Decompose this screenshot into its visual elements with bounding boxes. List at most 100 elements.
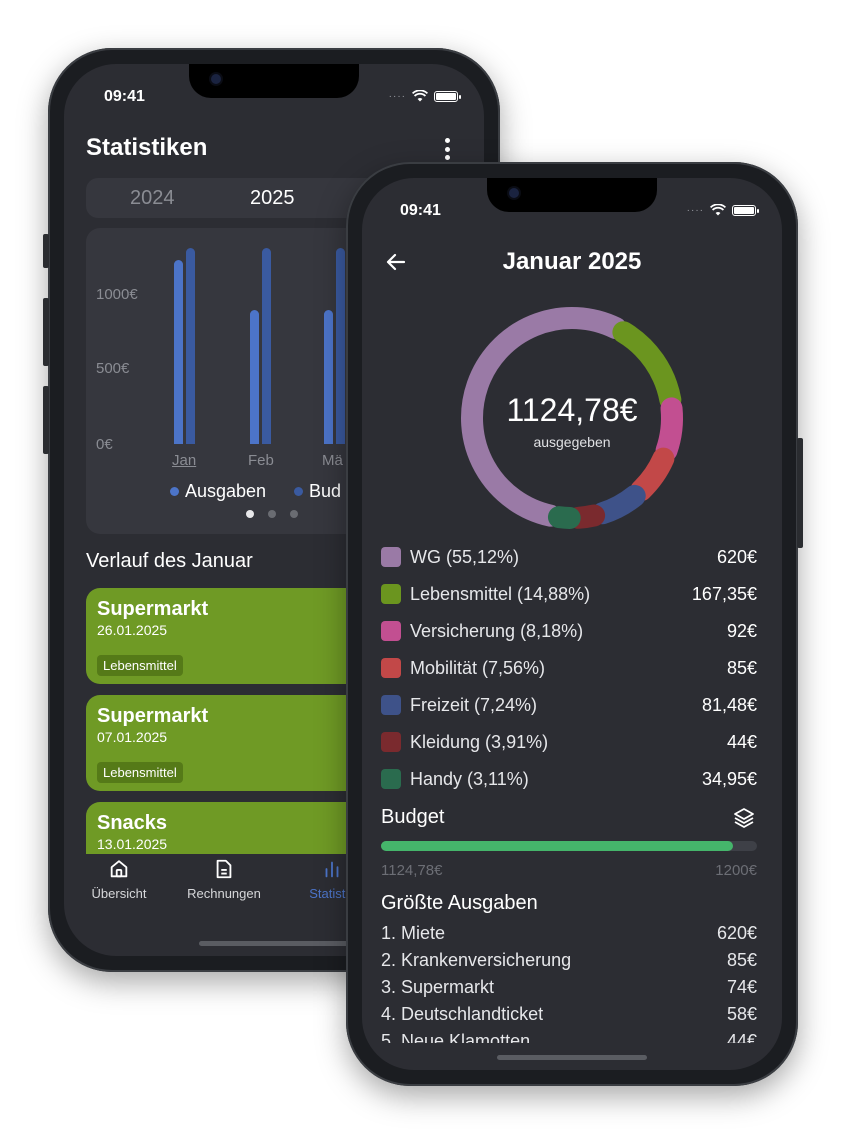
legend-label: Ausgaben	[185, 481, 267, 501]
category-row[interactable]: Lebensmittel (14,88%) 167,35€	[381, 581, 757, 607]
legend-expenses: Ausgaben	[170, 481, 266, 502]
category-swatch	[381, 658, 401, 678]
category-tag: Lebensmittel	[97, 762, 183, 783]
bar-mä-ausgaben[interactable]	[324, 310, 333, 444]
volume-up-button	[43, 298, 49, 366]
top-expense-row[interactable]: 2. Krankenversicherung 85€	[381, 950, 757, 971]
legend-dot	[170, 487, 179, 496]
category-amount: 167,35€	[691, 583, 757, 604]
nav-statistics[interactable]: Statistik	[282, 858, 382, 901]
legend-dot	[294, 487, 303, 496]
top-expenses-title: Größte Ausgaben	[381, 892, 538, 914]
category-row[interactable]: Versicherung (8,18%) 92€	[381, 618, 757, 644]
signal-icon: ····	[388, 90, 406, 102]
more-menu-icon[interactable]	[444, 138, 450, 160]
bar-jan-ausgaben[interactable]	[174, 260, 183, 444]
budget-progress-bar	[381, 841, 757, 851]
nav-label: Statistik	[309, 886, 355, 901]
category-row[interactable]: Kleidung (3,91%) 44€	[381, 729, 757, 755]
legend-label: Bud	[309, 481, 342, 501]
donut-segment-0[interactable]	[461, 307, 627, 527]
category-swatch	[381, 732, 401, 752]
donut-segment-4[interactable]	[591, 484, 646, 525]
total-spent-label: ausgegeben	[533, 434, 611, 450]
top-expense-row[interactable]: 4. Deutschlandticket 58€	[381, 1004, 757, 1025]
category-amount: 81,48€	[701, 694, 757, 715]
page-title: Statistiken	[86, 134, 208, 161]
category-swatch	[381, 695, 401, 715]
back-arrow-icon[interactable]	[384, 250, 408, 274]
category-name: Handy (3,11%)	[410, 768, 529, 789]
legend-budget: Bud	[294, 481, 341, 502]
battery-icon	[434, 90, 461, 102]
y-tick-label: 0€	[96, 436, 113, 453]
expense-name: 5. Neue Klamotten	[381, 1031, 531, 1043]
nav-invoices[interactable]: Rechnungen	[174, 858, 274, 901]
battery-icon	[732, 204, 759, 216]
nav-label: Übersicht	[91, 886, 147, 901]
chart-pager[interactable]	[246, 510, 298, 518]
bar-feb-bud[interactable]	[262, 248, 271, 444]
category-donut-chart	[461, 307, 683, 529]
transaction-title: Snacks	[97, 812, 168, 834]
nav-label: Rechnungen	[187, 886, 261, 901]
category-swatch	[381, 584, 401, 604]
category-row[interactable]: WG (55,12%) 620€	[381, 544, 757, 570]
document-icon	[216, 859, 232, 879]
category-name: Freizeit (7,24%)	[410, 694, 538, 715]
top-expense-row[interactable]: 5. Neue Klamotten 44€	[381, 1031, 757, 1043]
donut-segment-5[interactable]	[567, 504, 606, 529]
signal-icon: ····	[686, 204, 704, 216]
camera	[509, 188, 519, 198]
side-button	[797, 438, 803, 548]
status-icons: ····	[388, 90, 461, 102]
category-swatch	[381, 621, 401, 641]
home-indicator	[199, 941, 349, 946]
x-tick-feb[interactable]: Feb	[248, 452, 274, 469]
mute-switch	[43, 234, 49, 268]
layers-icon[interactable]	[732, 806, 756, 830]
budget-progress-fill	[381, 841, 734, 851]
y-tick-label: 1000€	[96, 286, 138, 303]
expense-amount: 58€	[726, 1004, 757, 1024]
budget-total: 1200€	[715, 862, 757, 879]
donut-segment-1[interactable]	[612, 321, 682, 411]
year-tab-2025[interactable]: 2025	[250, 187, 295, 209]
front-phone: 09:41 ···· Januar 2025 1124,78€ ausgegeb…	[346, 162, 803, 1086]
top-expenses-list: 1. Miete 620€ 2. Krankenversicherung 85€ 3…	[362, 923, 782, 1043]
top-expense-row[interactable]: 3. Supermarkt 74€	[381, 977, 757, 998]
category-row[interactable]: Handy (3,11%) 34,95€	[381, 766, 757, 792]
category-amount: 44€	[726, 731, 757, 752]
category-row[interactable]: Freizeit (7,24%) 81,48€	[381, 692, 757, 718]
category-name: WG (55,12%)	[410, 546, 520, 567]
transaction-date: 26.01.2025	[97, 622, 168, 638]
x-tick-mar[interactable]: Mä	[322, 452, 343, 469]
donut-segment-3[interactable]	[630, 447, 675, 502]
year-tab-2024[interactable]: 2024	[130, 187, 175, 209]
nav-overview[interactable]: Übersicht	[69, 858, 169, 901]
total-spent: 1124,78€	[506, 392, 638, 428]
donut-segment-6[interactable]	[547, 506, 581, 529]
category-amount: 620€	[716, 546, 757, 567]
expense-name: 1. Miete	[381, 923, 446, 943]
category-amount: 92€	[726, 620, 757, 641]
category-amount: 85€	[726, 657, 757, 678]
expense-amount: 44€	[726, 1031, 757, 1043]
donut-segment-2[interactable]	[655, 397, 683, 462]
transaction-date: 13.01.2025	[97, 836, 168, 852]
x-tick-jan[interactable]: Jan	[172, 452, 197, 469]
bar-mä-bud[interactable]	[336, 248, 345, 444]
category-tag: Lebensmittel	[97, 655, 183, 676]
wifi-icon	[412, 90, 428, 102]
category-name: Lebensmittel (14,88%)	[410, 583, 591, 604]
bar-jan-bud[interactable]	[186, 248, 195, 444]
top-expense-row[interactable]: 1. Miete 620€	[381, 923, 757, 944]
category-row[interactable]: Mobilität (7,56%) 85€	[381, 655, 757, 681]
page-title: Januar 2025	[502, 248, 642, 275]
transaction-date: 07.01.2025	[97, 729, 168, 745]
status-icons: ····	[686, 204, 759, 216]
chart-icon	[325, 861, 339, 878]
category-swatch	[381, 769, 401, 789]
budget-spent: 1124,78€	[381, 862, 443, 879]
bar-feb-ausgaben[interactable]	[250, 310, 259, 444]
